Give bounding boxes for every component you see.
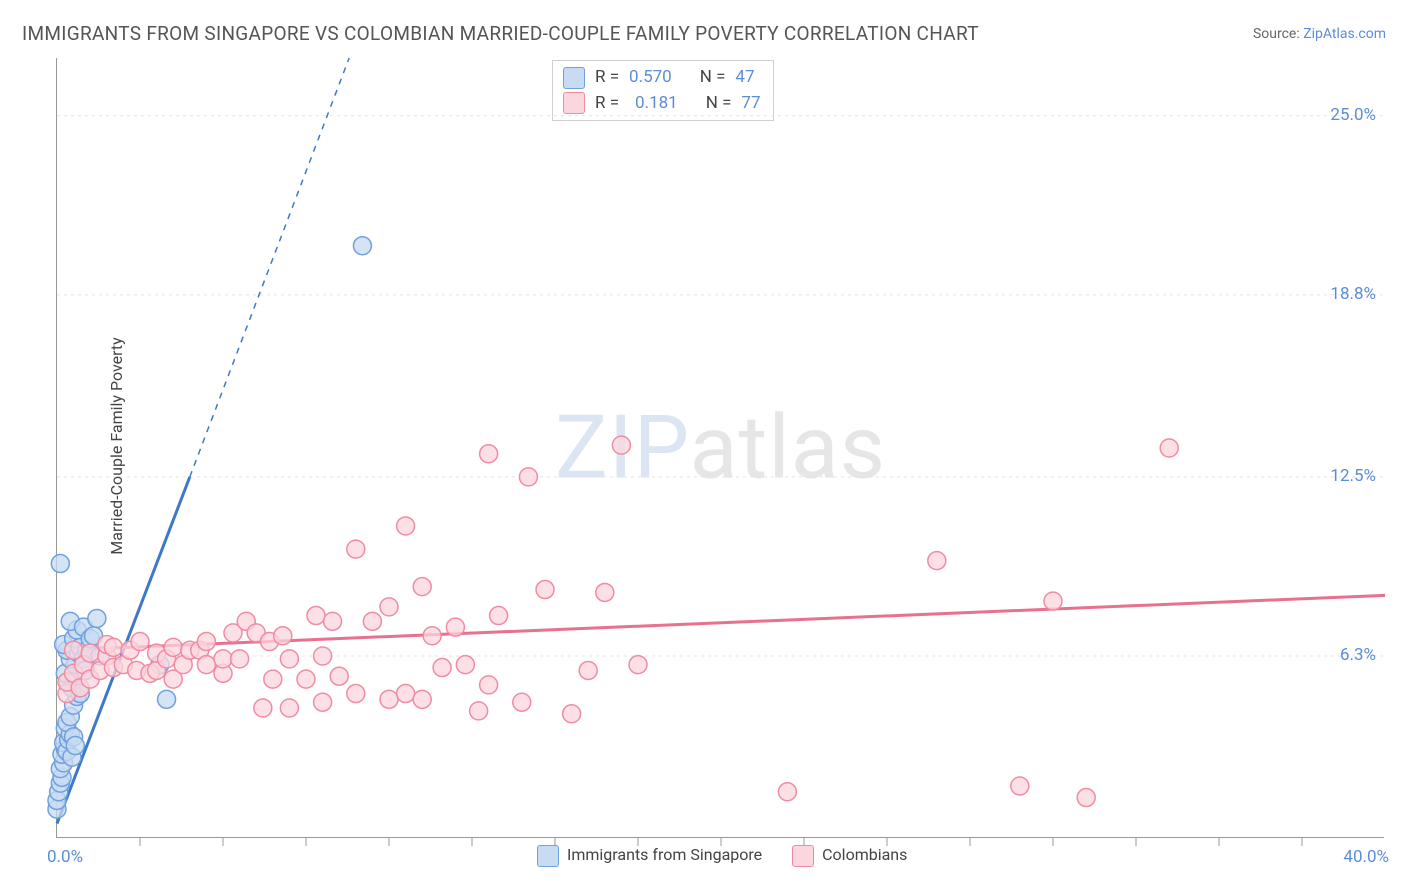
source-link[interactable]: ZipAtlas.com (1303, 26, 1386, 42)
legend-swatch-singapore (537, 845, 559, 867)
y-tick-label: 18.8% (1330, 284, 1376, 304)
legend-label-singapore: Immigrants from Singapore (567, 845, 762, 864)
x-axis-max-label: 40.0% (1343, 847, 1389, 867)
y-tick-label: 12.5% (1330, 466, 1376, 486)
chart-title: IMMIGRANTS FROM SINGAPORE VS COLOMBIAN M… (22, 22, 979, 45)
series-legend: Immigrants from Singapore Colombians (537, 845, 907, 867)
y-tick-label: 25.0% (1330, 105, 1376, 125)
legend-item-colombians: Colombians (792, 845, 907, 867)
chart-svg (57, 58, 1385, 838)
x-axis-min-label: 0.0% (47, 847, 83, 867)
plot-area: ZIPatlas R = 0.570 N = 47 R = 0.181 N = … (56, 58, 1384, 838)
source-label: Source: (1253, 26, 1303, 42)
source-attribution: Source: ZipAtlas.com (1253, 26, 1386, 42)
legend-label-colombians: Colombians (822, 845, 907, 864)
legend-item-singapore: Immigrants from Singapore (537, 845, 762, 867)
y-tick-label: 6.3% (1340, 645, 1376, 665)
legend-swatch-colombians (792, 845, 814, 867)
